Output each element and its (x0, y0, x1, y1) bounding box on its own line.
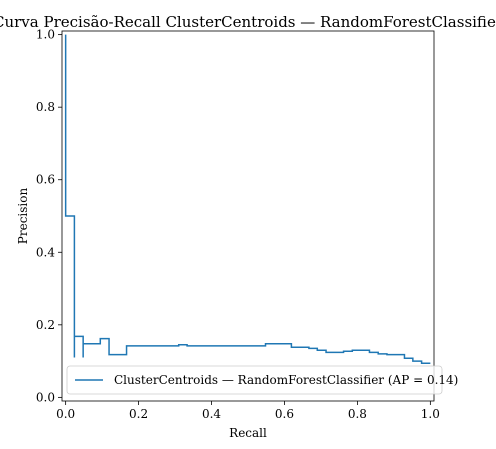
y-tick-label: 0.2 (36, 318, 55, 332)
y-tick-label: 0.4 (36, 245, 55, 259)
legend: ClusterCentroids — RandomForestClassifie… (66, 365, 458, 395)
y-axis-label: Precision (16, 188, 30, 245)
x-tick-label: 1.0 (421, 407, 440, 421)
legend-series-label: ClusterCentroids — RandomForestClassifie… (114, 373, 458, 387)
pr-curve-line (64, 34, 431, 365)
x-axis-label: Recall (229, 426, 267, 440)
y-tick-label: 0.6 (36, 173, 55, 187)
chart-title: Curva Precisão-Recall ClusterCentroids —… (0, 13, 496, 31)
y-tick-label: 0.8 (36, 100, 55, 114)
y-tick-label: 0.0 (36, 390, 55, 404)
legend-box (66, 365, 443, 395)
x-tick-label: 0.6 (275, 407, 294, 421)
plot-area-frame (61, 30, 435, 402)
y-axis-ticks: 0.0 0.2 0.4 0.6 0.8 1.0 (36, 28, 62, 404)
y-tick-label: 1.0 (36, 28, 55, 42)
x-tick-label: 0.0 (56, 407, 75, 421)
x-tick-label: 0.2 (129, 407, 148, 421)
series-group (64, 34, 431, 365)
x-axis-ticks: 0.0 0.2 0.4 0.6 0.8 1.0 (56, 401, 440, 421)
x-tick-label: 0.8 (348, 407, 367, 421)
x-tick-label: 0.4 (202, 407, 221, 421)
